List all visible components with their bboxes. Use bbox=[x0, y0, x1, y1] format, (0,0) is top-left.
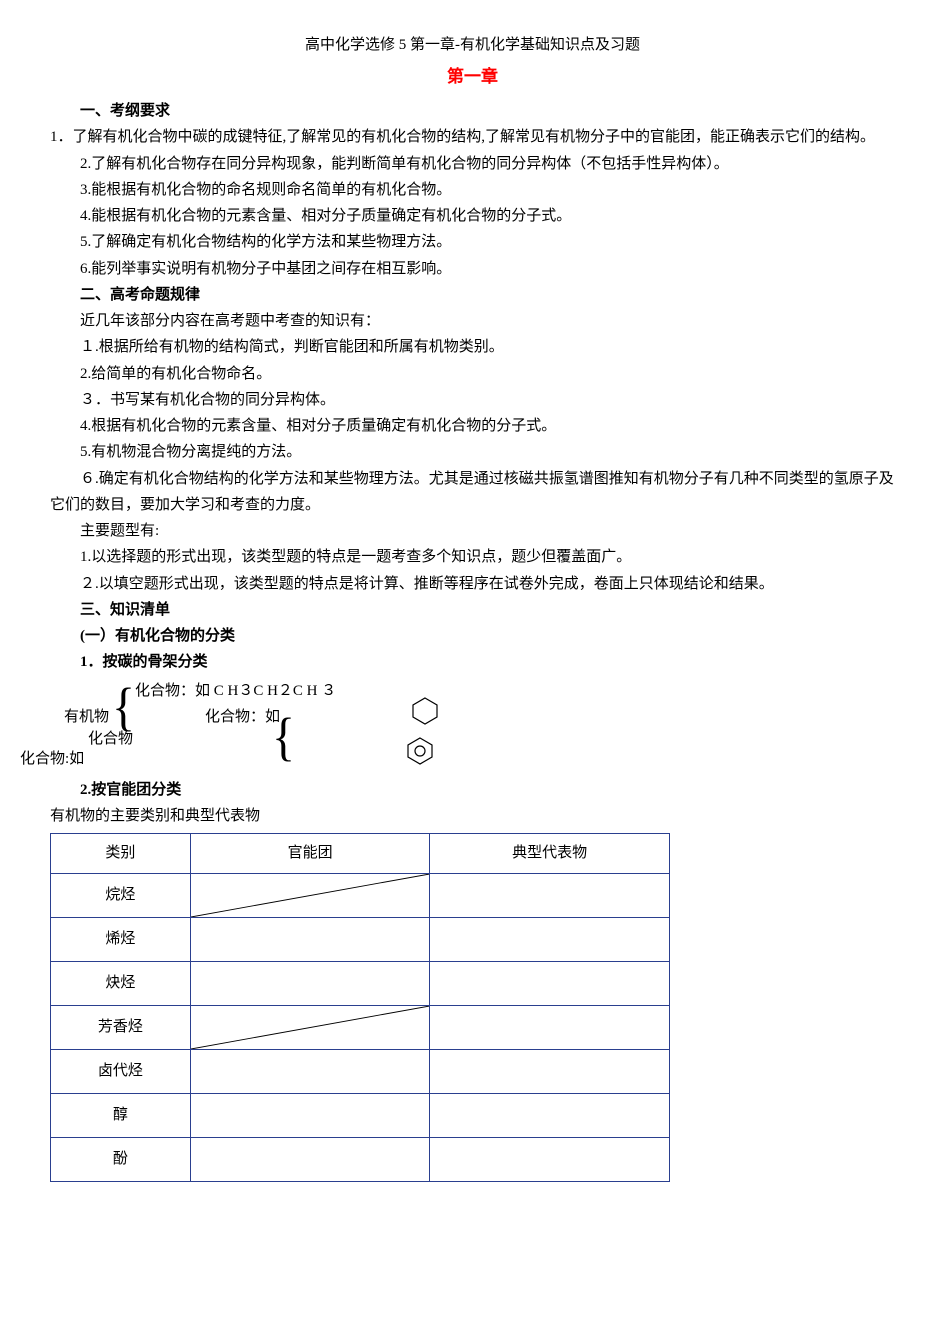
th-category: 类别 bbox=[51, 834, 191, 874]
cell-example bbox=[430, 962, 670, 1006]
cell-category: 烯烃 bbox=[51, 918, 191, 962]
sec2-item-4: 4.根据有机化合物的元素含量、相对分子质量确定有机化合物的分子式。 bbox=[50, 413, 895, 439]
sec2-types-title: 主要题型有: bbox=[50, 518, 895, 544]
table-row: 炔烃 bbox=[51, 962, 670, 1006]
sec2-type-2: ２.以填空题形式出现，该类型题的特点是将计算、推断等程序在试卷外完成，卷面上只体… bbox=[50, 571, 895, 597]
sec3-sub1: (一）有机化合物的分类 bbox=[50, 623, 895, 649]
table-body: 烷烃 烯烃 炔烃 芳香烃 卤代烃 醇 bbox=[51, 874, 670, 1182]
diagram-line-c: 化合物:如 bbox=[20, 746, 84, 772]
table-caption: 有机物的主要类别和典型代表物 bbox=[50, 803, 895, 829]
cell-example bbox=[430, 1050, 670, 1094]
chapter-title: 第一章 bbox=[50, 62, 895, 92]
cell-category: 醇 bbox=[51, 1094, 191, 1138]
cell-example bbox=[430, 1006, 670, 1050]
cell-category: 卤代烃 bbox=[51, 1050, 191, 1094]
table-row: 烯烃 bbox=[51, 918, 670, 962]
th-example: 典型代表物 bbox=[430, 834, 670, 874]
sec2-item-1: １.根据所给有机物的结构简式，判断官能团和所属有机物类别。 bbox=[50, 334, 895, 360]
sec2-item-5: 5.有机物混合物分离提纯的方法。 bbox=[50, 439, 895, 465]
section-1-heading: 一、考纲要求 bbox=[50, 98, 895, 124]
hexagon-icon bbox=[410, 696, 440, 726]
th-group: 官能团 bbox=[190, 834, 430, 874]
sec1-item-4: 4.能根据有机化合物的元素含量、相对分子质量确定有机化合物的分子式。 bbox=[50, 203, 895, 229]
sec2-item-3: ３．书写某有机化合物的同分异构体。 bbox=[50, 387, 895, 413]
sec2-type-1: 1.以选择题的形式出现，该类型题的特点是一题考查多个知识点，题少但覆盖面广。 bbox=[50, 544, 895, 570]
cell-category: 酚 bbox=[51, 1138, 191, 1182]
cell-category: 炔烃 bbox=[51, 962, 191, 1006]
page-header: 高中化学选修 5 第一章-有机化学基础知识点及习题 bbox=[50, 32, 895, 58]
diagram-line-b: 化合物：如 bbox=[205, 704, 280, 730]
section-2-heading: 二、高考命题规律 bbox=[50, 282, 895, 308]
sec1-item-3: 3.能根据有机化合物的命名规则命名简单的有机化合物。 bbox=[50, 177, 895, 203]
classification-diagram: 化合物：如 C H３C H２C H ３ 有机物 { 化合物：如 化合物 { 化合… bbox=[50, 678, 895, 773]
table-row: 醇 bbox=[51, 1094, 670, 1138]
sec1-item-1: 1．了解有机化合物中碳的成键特征,了解常见的有机化合物的结构,了解常见有机物分子… bbox=[50, 124, 895, 150]
table-row: 芳香烃 bbox=[51, 1006, 670, 1050]
diagonal-line-icon bbox=[191, 1006, 430, 1049]
hexagon-circle-icon bbox=[405, 736, 435, 766]
diagram-compound-label: 化合物 bbox=[88, 726, 133, 752]
section-3-heading: 三、知识清单 bbox=[50, 597, 895, 623]
diagonal-line-icon bbox=[191, 874, 430, 917]
sec3-sub1a: 1．按碳的骨架分类 bbox=[50, 649, 895, 675]
sec2-item-6: ６.确定有机化合物结构的化学方法和某些物理方法。尤其是通过核磁共振氢谱图推知有机… bbox=[50, 466, 895, 519]
cell-example bbox=[430, 1094, 670, 1138]
table-row: 烷烃 bbox=[51, 874, 670, 918]
cell-group bbox=[190, 1094, 430, 1138]
cell-example bbox=[430, 874, 670, 918]
diagram-line-a: 化合物：如 C H３C H２C H ３ bbox=[135, 678, 336, 704]
sec3-sub1b: 2.按官能团分类 bbox=[50, 777, 895, 803]
sec1-item-2: 2.了解有机化合物存在同分异构现象，能判断简单有机化合物的同分异构体（不包括手性… bbox=[50, 151, 895, 177]
sec1-item-5: 5.了解确定有机化合物结构的化学方法和某些物理方法。 bbox=[50, 229, 895, 255]
brace-icon-2: { bbox=[272, 705, 295, 771]
sec2-item-2: 2.给简单的有机化合物命名。 bbox=[50, 361, 895, 387]
cell-group-diagonal bbox=[190, 874, 430, 918]
sec1-item-6: 6.能列举事实说明有机物分子中基团之间存在相互影响。 bbox=[50, 256, 895, 282]
cell-category: 芳香烃 bbox=[51, 1006, 191, 1050]
cell-example bbox=[430, 1138, 670, 1182]
cell-group bbox=[190, 962, 430, 1006]
table-header-row: 类别 官能团 典型代表物 bbox=[51, 834, 670, 874]
cell-group bbox=[190, 918, 430, 962]
table-row: 酚 bbox=[51, 1138, 670, 1182]
cell-example bbox=[430, 918, 670, 962]
table-row: 卤代烃 bbox=[51, 1050, 670, 1094]
classification-table: 类别 官能团 典型代表物 烷烃 烯烃 炔烃 芳香烃 bbox=[50, 833, 670, 1182]
cell-group bbox=[190, 1138, 430, 1182]
cell-group bbox=[190, 1050, 430, 1094]
cell-group-diagonal bbox=[190, 1006, 430, 1050]
cell-category: 烷烃 bbox=[51, 874, 191, 918]
sec2-intro: 近几年该部分内容在高考题中考查的知识有： bbox=[50, 308, 895, 334]
